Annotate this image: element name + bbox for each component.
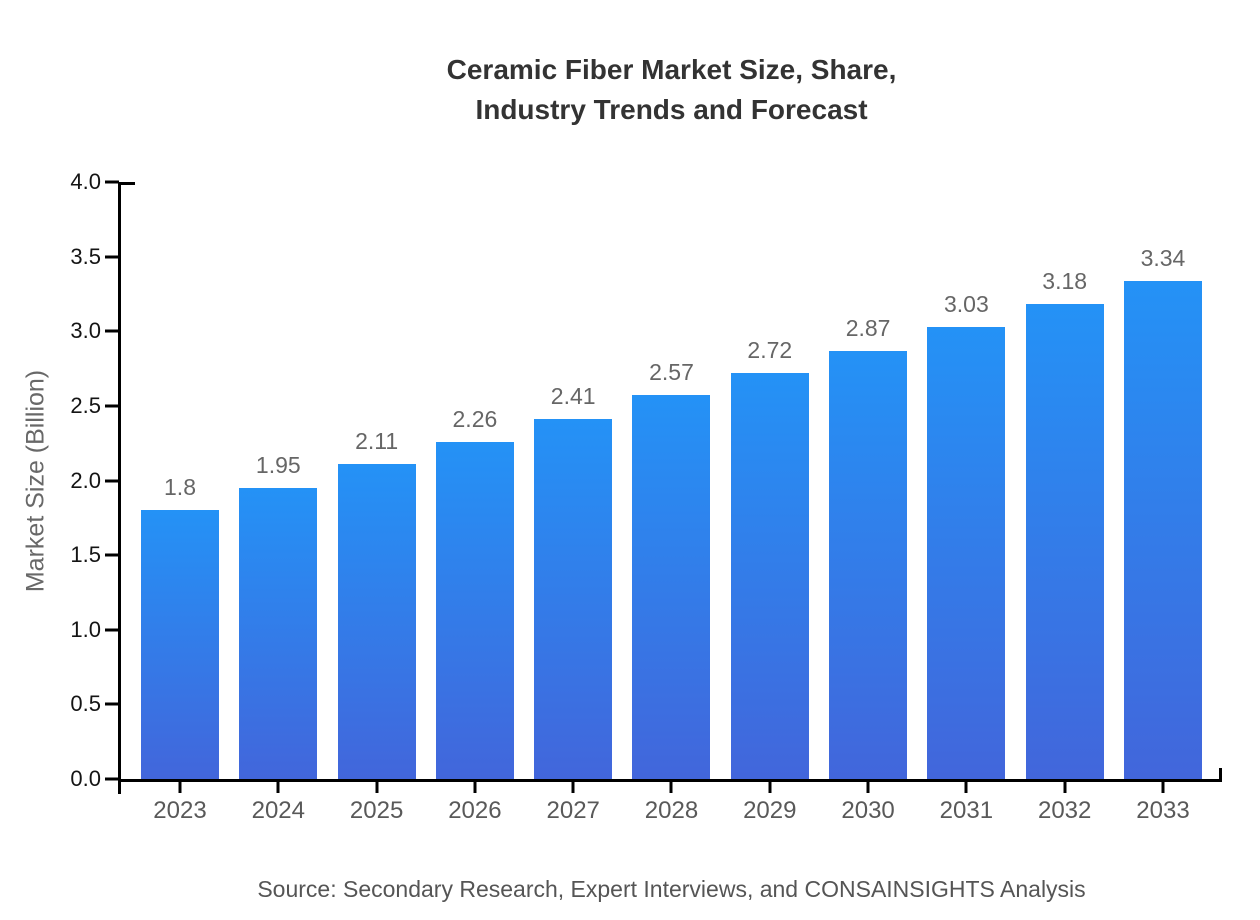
bar-value-label: 2.26 (452, 405, 498, 432)
x-tick-mark (571, 782, 575, 793)
y-tick-mark (105, 777, 119, 781)
bars-container: 1.8 2023 1.95 2024 2.11 2025 2.26 2026 2.41 2027 2… (121, 182, 1222, 824)
bar-slot: 2.87 2030 (829, 182, 908, 824)
bar-value-label: 3.18 (1042, 268, 1088, 295)
bar-2033 (1123, 280, 1202, 779)
y-tick-mark (105, 404, 119, 408)
x-tick-mark (1161, 782, 1165, 793)
bar-slot: 1.95 2024 (239, 182, 318, 824)
x-tick-mark (375, 782, 379, 793)
x-tick-label: 2028 (644, 797, 699, 824)
y-tick-mark (105, 553, 119, 557)
bar-slot: 3.18 2032 (1025, 182, 1104, 824)
bar-slot: 2.41 2027 (534, 182, 613, 824)
y-tick-mark (105, 702, 119, 706)
bar-2025 (337, 464, 416, 779)
y-tick-label: 1.5 (70, 542, 101, 568)
bar-2030 (829, 350, 908, 779)
x-tick-label: 2023 (153, 797, 207, 824)
source-note: Source: Secondary Research, Expert Inter… (257, 876, 1086, 902)
plot-area: 0.0 0.5 1.0 1.5 2.0 2.5 3.0 3.5 4.0 1.8 2023 1.95 2… (70, 169, 1222, 824)
y-axis-top-cap (118, 182, 135, 185)
y-tick-label: 3.5 (70, 243, 101, 269)
x-tick-mark (178, 782, 182, 793)
bar-2029 (730, 373, 809, 779)
bar-value-label: 1.95 (255, 451, 301, 478)
x-tick-mark (669, 782, 673, 793)
chart-title-line-1: Ceramic Fiber Market Size, Share, (446, 54, 897, 85)
y-tick-mark (105, 180, 119, 184)
x-tick-label: 2029 (743, 797, 797, 824)
y-tick-label: 0.0 (70, 766, 101, 791)
bar-2023 (141, 510, 219, 779)
y-axis-spine (118, 182, 121, 794)
bar-value-label: 2.41 (550, 383, 596, 410)
y-tick-label: 1.0 (70, 616, 101, 642)
x-tick-label: 2032 (1037, 797, 1092, 824)
x-axis-spine (118, 779, 1222, 782)
bar-value-label: 2.87 (845, 314, 891, 341)
x-tick-mark (473, 782, 477, 793)
y-axis-title: Market Size (Billion) (21, 369, 50, 593)
bar-value-label: 3.03 (943, 290, 989, 317)
chart-title: Ceramic Fiber Market Size, Share, Indust… (121, 50, 1222, 130)
y-tick-label: 3.0 (70, 318, 101, 344)
x-tick-label: 2033 (1136, 797, 1190, 824)
bar-value-label: 1.8 (164, 474, 196, 501)
bar-value-label: 2.72 (747, 337, 793, 364)
bar-value-label: 3.34 (1140, 244, 1186, 271)
x-tick-label: 2026 (448, 797, 502, 824)
x-tick-mark (768, 782, 772, 793)
x-axis-right-cap (1219, 768, 1222, 782)
y-tick-label: 2.5 (70, 392, 101, 418)
bar-2031 (927, 326, 1006, 779)
y-tick-mark (105, 329, 119, 333)
bar-value-label: 2.57 (649, 359, 694, 386)
bar-slot: 1.8 2023 (141, 182, 219, 824)
chart-title-line-2: Industry Trends and Forecast (475, 94, 868, 125)
x-tick-label: 2027 (546, 797, 600, 824)
y-tick-mark (105, 255, 119, 259)
x-tick-label: 2025 (349, 797, 404, 824)
x-tick-label: 2024 (251, 797, 305, 824)
bar-2032 (1025, 304, 1104, 779)
bar-2026 (435, 441, 514, 779)
x-tick-label: 2031 (939, 797, 994, 824)
bar-2028 (632, 395, 711, 779)
y-tick-mark (105, 479, 119, 482)
y-tick-label: 0.5 (70, 691, 101, 717)
x-tick-mark (276, 782, 280, 793)
x-tick-mark (866, 782, 870, 793)
bar-slot: 2.26 2026 (435, 182, 514, 824)
bar-slot: 2.57 2028 (632, 182, 711, 824)
bar-2024 (239, 487, 318, 779)
y-tick-label: 2.0 (70, 467, 101, 493)
y-tick-label: 4.0 (70, 169, 101, 194)
x-tick-label: 2030 (841, 797, 895, 824)
x-tick-mark (1063, 782, 1067, 793)
bar-slot: 2.72 2029 (730, 182, 809, 824)
bar-2027 (534, 419, 613, 779)
x-tick-mark (964, 782, 968, 793)
bar-slot: 2.11 2025 (337, 182, 416, 824)
bar-slot: 3.03 2031 (927, 182, 1006, 824)
bar-slot: 3.34 2033 (1123, 182, 1202, 824)
bar-value-label: 2.11 (355, 428, 399, 455)
y-tick-mark (105, 628, 119, 632)
